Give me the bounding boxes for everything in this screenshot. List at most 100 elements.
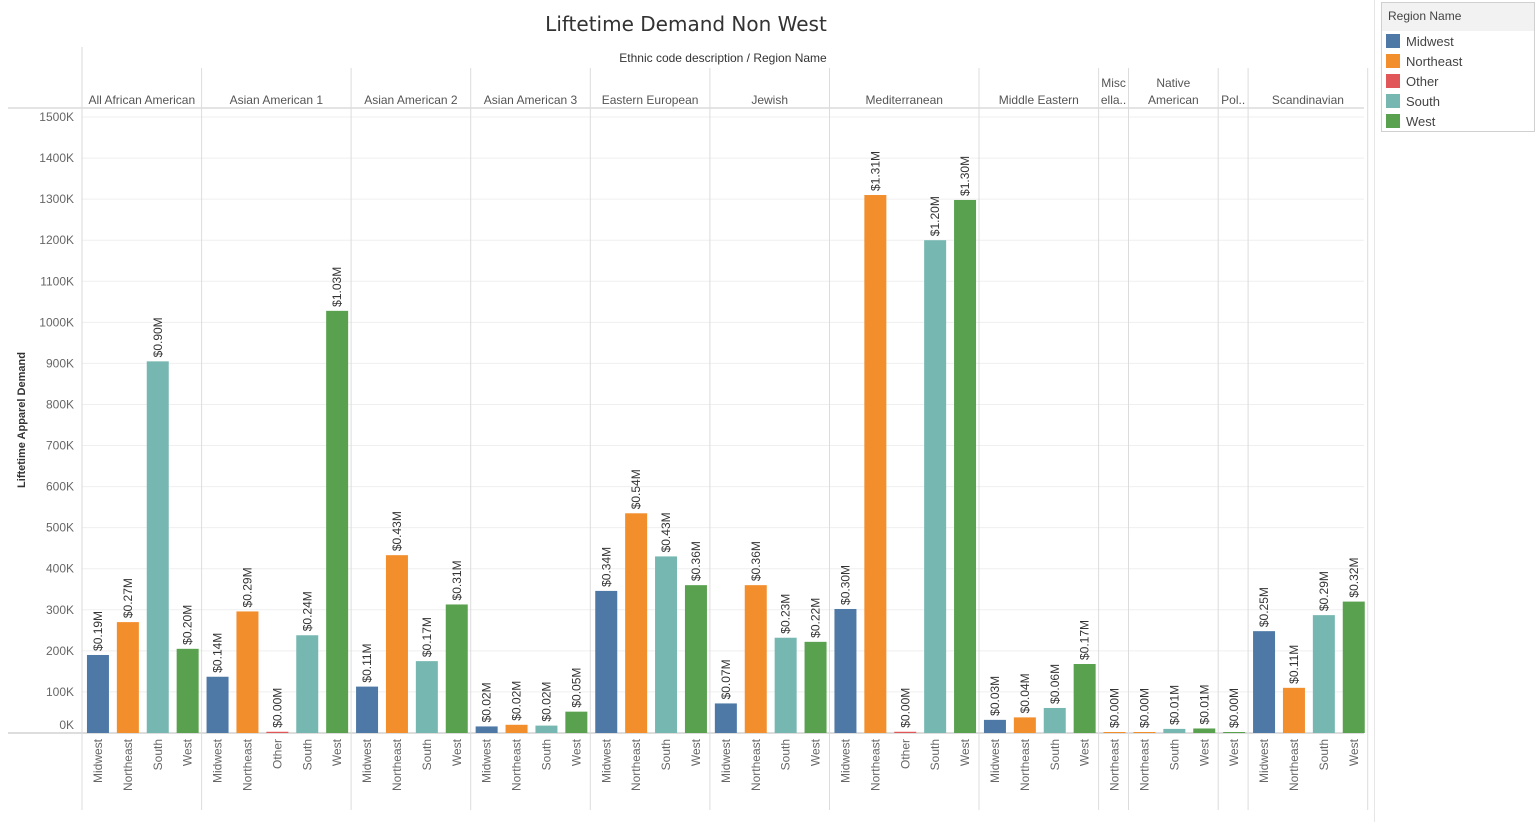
y-tick-label: 1500K	[39, 110, 74, 124]
data-label: $0.03M	[988, 676, 1002, 716]
group-header-label: Eastern European	[602, 93, 699, 107]
legend[interactable]: Region Name Midwest Northeast Other South We…	[1381, 2, 1535, 132]
data-label: $0.43M	[390, 511, 404, 551]
bar-south[interactable]	[296, 635, 319, 733]
x-tick-label: West	[181, 738, 195, 766]
bar-west[interactable]	[804, 641, 827, 733]
data-label: $0.90M	[151, 317, 165, 357]
chart-area: Liftetime Demand Non West Ethnic code de…	[8, 12, 1369, 810]
bar-south[interactable]	[415, 661, 438, 733]
data-label: $0.34M	[599, 547, 613, 587]
bar-south[interactable]	[1163, 728, 1186, 733]
bar-northeast[interactable]	[1133, 732, 1156, 733]
legend-items: Midwest Northeast Other South West	[1382, 31, 1534, 131]
legend-swatch	[1386, 94, 1400, 108]
x-tick-label: South	[539, 739, 553, 770]
y-tick-label: 400K	[46, 562, 74, 576]
x-tick-label: Midwest	[1257, 738, 1271, 783]
bar-west[interactable]	[176, 648, 199, 733]
bar-west[interactable]	[684, 585, 707, 733]
bar-northeast[interactable]	[864, 195, 887, 733]
x-tick-label: Midwest	[360, 738, 374, 783]
y-tick-label: 100K	[46, 685, 74, 699]
x-tick-label: Northeast	[240, 738, 254, 791]
bar-northeast[interactable]	[744, 585, 767, 733]
data-label: $0.00M	[1137, 688, 1151, 728]
y-tick-label: 1200K	[39, 233, 74, 247]
x-tick-label: Northeast	[629, 738, 643, 791]
group-header-label: Mediterranean	[866, 93, 943, 107]
legend-item-midwest[interactable]: Midwest	[1382, 31, 1534, 51]
bar-south[interactable]	[146, 361, 169, 733]
group-header-label: American	[1148, 93, 1199, 107]
bar-west[interactable]	[445, 604, 468, 733]
bar-west[interactable]	[565, 711, 588, 733]
x-tick-label: Midwest	[599, 738, 613, 783]
bar-midwest[interactable]	[86, 654, 109, 733]
bar-south[interactable]	[1043, 707, 1066, 733]
bar-northeast[interactable]	[1013, 717, 1036, 733]
bar-south[interactable]	[924, 240, 947, 733]
legend-item-west[interactable]: West	[1382, 111, 1534, 131]
bar-midwest[interactable]	[475, 726, 498, 733]
data-label: $0.32M	[1347, 558, 1361, 598]
x-tick-label: South	[1317, 739, 1331, 770]
legend-swatch	[1386, 34, 1400, 48]
bar-midwest[interactable]	[356, 686, 379, 733]
bar-west[interactable]	[1342, 601, 1365, 733]
y-tick-label: 300K	[46, 603, 74, 617]
bar-midwest[interactable]	[206, 676, 229, 733]
bar-midwest[interactable]	[983, 719, 1006, 733]
bar-south[interactable]	[774, 637, 797, 733]
y-tick-label: 1000K	[39, 315, 74, 329]
legend-item-other[interactable]: Other	[1382, 71, 1534, 91]
data-label: $0.27M	[121, 578, 135, 618]
data-label: $0.29M	[1317, 571, 1331, 611]
bar-northeast[interactable]	[1103, 732, 1126, 733]
y-tick-label: 600K	[46, 480, 74, 494]
bar-northeast[interactable]	[625, 513, 648, 733]
group-header-label: Asian American 1	[230, 93, 324, 107]
data-label: $0.24M	[300, 591, 314, 631]
group-header-label: Misc	[1101, 76, 1126, 90]
x-tick-label: West	[1197, 738, 1211, 766]
bar-northeast[interactable]	[1282, 687, 1305, 733]
bar-northeast[interactable]	[385, 555, 408, 733]
data-label: $0.04M	[1018, 673, 1032, 713]
bar-midwest[interactable]	[1253, 631, 1276, 733]
bar-midwest[interactable]	[714, 703, 737, 733]
bar-midwest[interactable]	[834, 608, 857, 733]
legend-item-northeast[interactable]: Northeast	[1382, 51, 1534, 71]
group-header-label: Asian American 3	[484, 93, 578, 107]
bar-west[interactable]	[1193, 728, 1216, 733]
bar-west[interactable]	[954, 199, 977, 734]
data-label: $0.07M	[719, 659, 733, 699]
bar-west[interactable]	[326, 310, 349, 733]
x-tick-label: West	[958, 738, 972, 766]
bar-other[interactable]	[266, 731, 289, 733]
legend-title: Region Name	[1382, 3, 1534, 31]
bar-midwest[interactable]	[595, 590, 618, 733]
legend-swatch	[1386, 54, 1400, 68]
data-label: $0.14M	[211, 633, 225, 673]
group-header-label: Pol..	[1221, 93, 1245, 107]
bar-northeast[interactable]	[236, 611, 259, 733]
group-header-label: Native	[1156, 76, 1190, 90]
x-tick-label: Midwest	[719, 738, 733, 783]
bar-northeast[interactable]	[505, 724, 528, 733]
legend-item-south[interactable]: South	[1382, 91, 1534, 111]
bar-west[interactable]	[1073, 664, 1096, 733]
x-tick-label: Other	[270, 739, 284, 769]
legend-item-label: Midwest	[1406, 33, 1454, 49]
bar-south[interactable]	[535, 725, 558, 733]
x-tick-label: Midwest	[211, 738, 225, 783]
y-tick-label: 1400K	[39, 151, 74, 165]
legend-item-label: West	[1406, 113, 1436, 129]
bar-south[interactable]	[1312, 615, 1335, 733]
bar-west[interactable]	[1223, 732, 1246, 733]
bar-south[interactable]	[655, 556, 678, 733]
x-tick-label: West	[689, 738, 703, 766]
bar-other[interactable]	[894, 731, 917, 733]
bar-northeast[interactable]	[116, 622, 139, 733]
data-label: $0.17M	[1078, 620, 1092, 660]
